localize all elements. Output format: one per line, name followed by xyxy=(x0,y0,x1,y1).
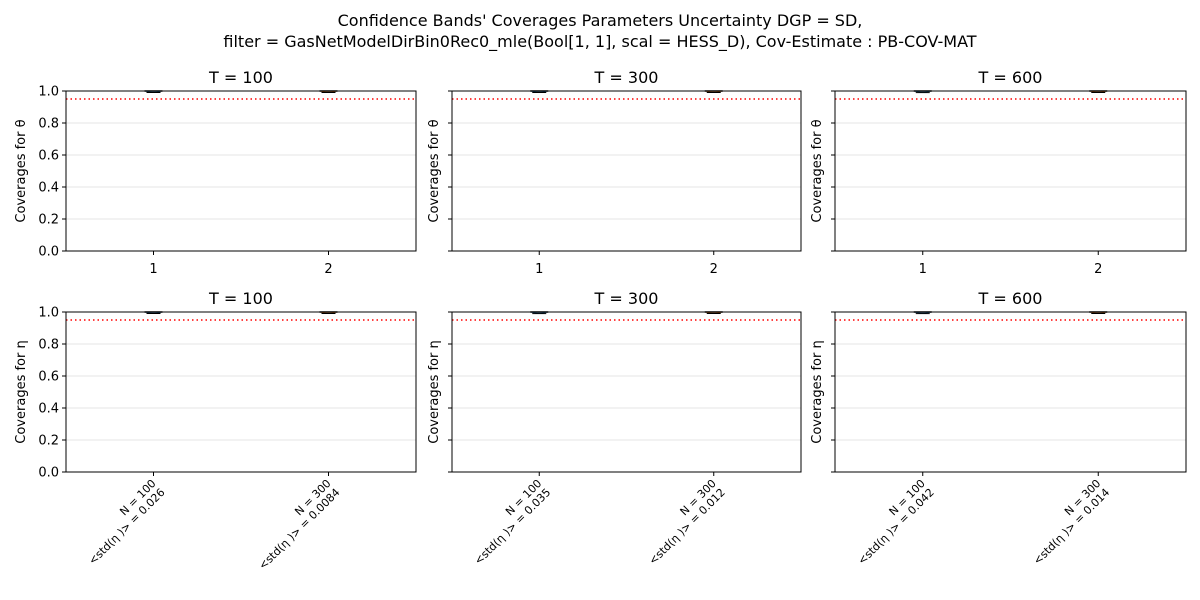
y-tick-label: 0.6 xyxy=(38,370,59,385)
subplot-title: T = 300 xyxy=(594,289,659,308)
y-tick-label: 0.2 xyxy=(38,434,59,449)
figure-title-line-1: Confidence Bands' Coverages Parameters U… xyxy=(338,11,863,30)
y-tick-label: 0.2 xyxy=(38,213,59,228)
subplot-title: T = 300 xyxy=(594,68,659,87)
figure-title-line-2: filter = GasNetModelDirBin0Rec0_mle(Bool… xyxy=(223,32,976,52)
axes-frame xyxy=(451,311,802,473)
axes-frame xyxy=(65,90,417,252)
y-tick-label: 0.4 xyxy=(38,402,59,417)
y-tick-label: 0.0 xyxy=(38,466,59,481)
y-tick-label: 1.0 xyxy=(38,85,59,100)
subplot-2: 1 2 T = 300 Coverages for θ xyxy=(427,68,802,277)
x-tick-label: N = 300<std(η )> = 0.014 xyxy=(1022,477,1112,567)
x-tick-label: 2 xyxy=(324,262,332,277)
subplot-3: 1 2 T = 600 Coverages for θ xyxy=(810,68,1187,277)
x-tick-label: N = 300<std(η )> = 0.012 xyxy=(637,477,727,567)
y-axis-label: Coverages for η xyxy=(14,340,29,443)
x-tick-label: 1 xyxy=(919,262,927,277)
y-axis-label: Coverages for θ xyxy=(427,119,442,222)
subplot-6: N = 100<std(η )> = 0.042 N = 300<std(η )>… xyxy=(810,289,1187,567)
y-tick-label: 0.8 xyxy=(38,117,59,132)
x-tick-label: 1 xyxy=(535,262,543,277)
x-tick-label: 2 xyxy=(710,262,718,277)
y-tick-label: 0.8 xyxy=(38,338,59,353)
x-tick-label: N = 100<std(η )> = 0.026 xyxy=(77,477,167,567)
axes-frame xyxy=(65,311,417,473)
y-axis-label: Coverages for η xyxy=(810,340,825,443)
x-tick-label: 2 xyxy=(1094,262,1102,277)
y-tick-label: 0.4 xyxy=(38,181,59,196)
y-tick-label: 0.0 xyxy=(38,245,59,260)
subplot-title: T = 100 xyxy=(208,289,273,308)
subplot-title: T = 100 xyxy=(208,68,273,87)
x-tick-label-line-2: <std(η )> = 0.014 xyxy=(1031,486,1112,567)
axes-frame xyxy=(834,311,1187,473)
x-tick-label: N = 100<std(η )> = 0.035 xyxy=(463,477,553,567)
x-tick-label: N = 300<std(η )> = 0.0084 xyxy=(247,477,342,572)
x-tick-label-line-2: <std(η )> = 0.0084 xyxy=(256,486,342,572)
y-axis-label: Coverages for θ xyxy=(810,119,825,222)
subplot-title: T = 600 xyxy=(978,289,1043,308)
y-axis-label: Coverages for η xyxy=(427,340,442,443)
y-tick-label: 1.0 xyxy=(38,306,59,321)
x-tick-label-line-2: <std(η )> = 0.026 xyxy=(86,486,167,567)
x-tick-label-line-2: <std(η )> = 0.012 xyxy=(646,486,727,567)
subplot-1: 0.0 0.2 0.4 0.6 0.8 1.0 1 2 T = 100 Coverages for… xyxy=(14,68,417,277)
x-tick-label: 1 xyxy=(149,262,157,277)
axes-frame xyxy=(834,90,1187,252)
subplot-title: T = 600 xyxy=(978,68,1043,87)
x-tick-label-line-2: <std(η )> = 0.035 xyxy=(472,486,553,567)
x-tick-label-line-2: <std(η )> = 0.042 xyxy=(855,486,936,567)
subplot-5: N = 100<std(η )> = 0.035 N = 300<std(η )>… xyxy=(427,289,802,567)
axes-frame xyxy=(451,90,802,252)
y-axis-label: Coverages for θ xyxy=(14,119,29,222)
x-tick-label: N = 100<std(η )> = 0.042 xyxy=(846,477,936,567)
y-tick-label: 0.6 xyxy=(38,149,59,164)
subplot-4: 0.0 0.2 0.4 0.6 0.8 1.0 N = 100<std(η )> = 0.0… xyxy=(14,289,417,572)
